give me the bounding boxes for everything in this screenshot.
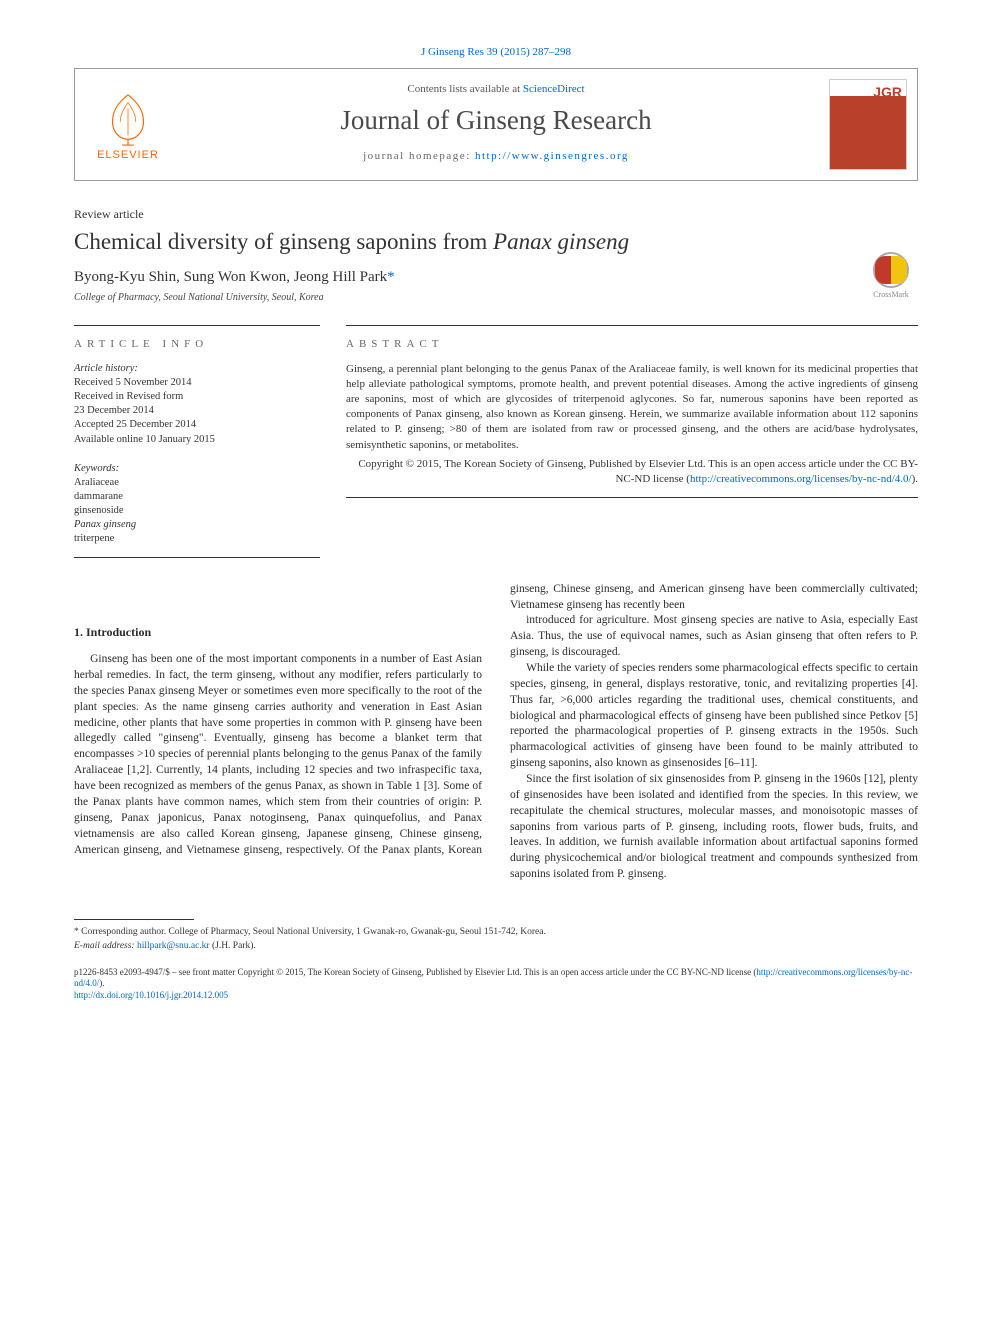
history-line: 23 December 2014 [74, 404, 320, 418]
elsevier-logo[interactable]: ELSEVIER [85, 79, 171, 170]
history-heading: Article history: [74, 362, 320, 376]
keyword: Panax ginseng [74, 518, 320, 532]
history-line: Available online 10 January 2015 [74, 433, 320, 447]
body-paragraph: Since the first isolation of six ginseno… [510, 772, 918, 883]
corresponding-mark: * [387, 269, 395, 285]
front-matter-line: p1226-8453 e2093-4947/$ – see front matt… [74, 967, 918, 990]
corresponding-author-footnote: * Corresponding author. College of Pharm… [74, 926, 918, 939]
footnotes: * Corresponding author. College of Pharm… [74, 926, 918, 953]
article-history: Article history: Received 5 November 201… [74, 362, 320, 447]
title-species: Panax ginseng [493, 229, 629, 254]
abstract-text: Ginseng, a perennial plant belonging to … [346, 362, 918, 498]
doi-link[interactable]: http://dx.doi.org/10.1016/j.jgr.2014.12.… [74, 990, 228, 1000]
keyword: ginsenoside [74, 504, 320, 518]
abstract-label: ABSTRACT [346, 325, 918, 350]
body-paragraph: While the variety of species renders som… [510, 661, 918, 772]
article-info-label: ARTICLE INFO [74, 325, 320, 350]
jgr-badge: JGR [873, 84, 902, 100]
homepage-prefix: journal homepage: [363, 150, 475, 162]
body-paragraph: introduced for agriculture. Most ginseng… [510, 613, 918, 661]
crossmark-label: CrossMark [873, 290, 909, 299]
email-suffix: (J.H. Park). [210, 941, 256, 951]
email-footnote: E-mail address: hillpark@snu.ac.kr (J.H.… [74, 940, 918, 953]
journal-citation: J Ginseng Res 39 (2015) 287–298 [74, 46, 918, 58]
journal-name: Journal of Ginseng Research [185, 105, 807, 136]
crossmark-icon [873, 252, 909, 288]
section-heading-introduction: 1. Introduction [74, 624, 482, 641]
article-info-column: ARTICLE INFO Article history: Received 5… [74, 325, 320, 558]
title-text: Chemical diversity of ginseng saponins f… [74, 229, 493, 254]
abstract-column: ABSTRACT Ginseng, a perennial plant belo… [346, 325, 918, 558]
author-list: Byong-Kyu Shin, Sung Won Kwon, Jeong Hil… [74, 269, 918, 286]
keyword: Araliaceae [74, 476, 320, 490]
article-title: Chemical diversity of ginseng saponins f… [74, 228, 918, 257]
abstract-paragraph: Ginseng, a perennial plant belonging to … [346, 362, 918, 453]
crossmark-badge[interactable]: CrossMark [864, 248, 918, 302]
affiliation: College of Pharmacy, Seoul National Univ… [74, 292, 918, 303]
cc-license-link[interactable]: http://creativecommons.org/licenses/by-n… [690, 473, 912, 485]
sciencedirect-link[interactable]: ScienceDirect [523, 83, 585, 95]
article-body: 1. Introduction Ginseng has been one of … [74, 582, 918, 883]
abstract-copyright: Copyright © 2015, The Korean Society of … [346, 457, 918, 487]
email-label: E-mail address: [74, 941, 137, 951]
history-line: Received in Revised form [74, 390, 320, 404]
journal-homepage-link[interactable]: http://www.ginsengres.org [475, 150, 629, 162]
contents-prefix: Contents lists available at [407, 83, 522, 95]
front-matter-block: p1226-8453 e2093-4947/$ – see front matt… [74, 967, 918, 1002]
copyright-suffix: ). [912, 473, 918, 485]
corresponding-email-link[interactable]: hillpark@snu.ac.kr [137, 941, 210, 951]
keyword: triterpene [74, 532, 320, 546]
journal-header: ELSEVIER Contents lists available at Sci… [74, 68, 918, 181]
keywords-list: Araliaceae dammarane ginsenoside Panax g… [74, 476, 320, 558]
elsevier-tree-icon [99, 89, 157, 147]
authors-text: Byong-Kyu Shin, Sung Won Kwon, Jeong Hil… [74, 269, 387, 285]
footnote-separator [74, 919, 194, 920]
keywords-heading: Keywords: [74, 463, 320, 474]
front-matter-prefix: p1226-8453 e2093-4947/$ – see front matt… [74, 967, 756, 977]
journal-cover-thumbnail: JGR [829, 79, 907, 170]
journal-homepage-line: journal homepage: http://www.ginsengres.… [185, 150, 807, 162]
keyword: dammarane [74, 490, 320, 504]
front-matter-suffix: ). [99, 978, 104, 988]
history-line: Received 5 November 2014 [74, 376, 320, 390]
elsevier-wordmark: ELSEVIER [97, 149, 159, 161]
contents-available-line: Contents lists available at ScienceDirec… [185, 83, 807, 95]
history-line: Accepted 25 December 2014 [74, 418, 320, 432]
article-type: Review article [74, 207, 918, 222]
